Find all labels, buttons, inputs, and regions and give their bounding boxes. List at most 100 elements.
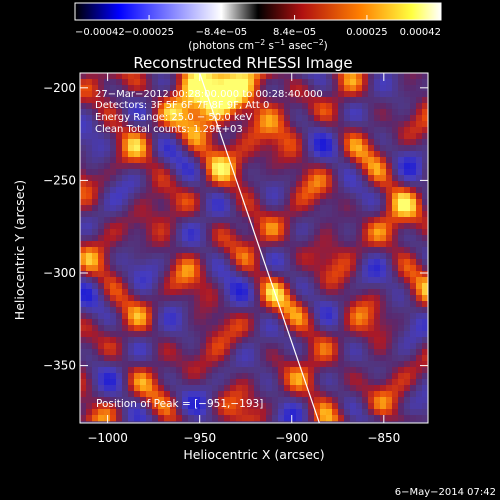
heatmap-cell [194, 259, 201, 266]
heatmap-cell [392, 187, 399, 194]
heatmap-cell [242, 385, 249, 392]
heatmap-cell [152, 199, 159, 206]
heatmap-cell [86, 163, 93, 170]
heatmap-cell [350, 331, 357, 338]
heatmap-cell [134, 355, 141, 362]
heatmap-cell [284, 283, 291, 290]
heatmap-cell [152, 115, 159, 122]
heatmap-cell [344, 379, 351, 386]
heatmap-cell [98, 289, 105, 296]
heatmap-cell [218, 403, 225, 410]
heatmap-cell [410, 379, 417, 386]
heatmap-cell [218, 325, 225, 332]
heatmap-cell [302, 139, 309, 146]
heatmap-cell [356, 301, 363, 308]
heatmap-cell [362, 415, 369, 422]
heatmap-cell [212, 79, 219, 86]
heatmap-cell [212, 277, 219, 284]
heatmap-cell [356, 247, 363, 254]
heatmap-cell [212, 109, 219, 116]
heatmap-cell [86, 271, 93, 278]
heatmap-cell [152, 265, 159, 272]
heatmap-cell [212, 223, 219, 230]
heatmap-cell [350, 127, 357, 134]
heatmap-cell [122, 85, 129, 92]
heatmap-cell [194, 223, 201, 230]
heatmap-cell [98, 91, 105, 98]
heatmap-cell [344, 181, 351, 188]
heatmap-cell [230, 163, 237, 170]
heatmap-cell [398, 115, 405, 122]
heatmap-cell [410, 139, 417, 146]
heatmap-cell [188, 169, 195, 176]
heatmap-cell [98, 319, 105, 326]
heatmap-cell [344, 193, 351, 200]
heatmap-cell [278, 163, 285, 170]
heatmap-cell [98, 397, 105, 404]
heatmap-cell [254, 103, 261, 110]
heatmap-cell [176, 223, 183, 230]
heatmap-cell [164, 121, 171, 128]
heatmap-cell [278, 283, 285, 290]
heatmap-cell [302, 397, 309, 404]
heatmap-cell [416, 355, 423, 362]
heatmap-cell [356, 217, 363, 224]
heatmap-cell [416, 397, 423, 404]
heatmap-cell [212, 331, 219, 338]
heatmap-cell [98, 181, 105, 188]
heatmap-cell [290, 109, 297, 116]
heatmap-cell [170, 331, 177, 338]
colorbar-tick-label: 0.00025 [346, 27, 387, 38]
heatmap-cell [194, 193, 201, 200]
heatmap-cell [128, 151, 135, 158]
heatmap-cell [224, 169, 231, 176]
heatmap-cell [188, 385, 195, 392]
heatmap-cell [272, 325, 279, 332]
heatmap-cell [188, 79, 195, 86]
heatmap-cell [92, 91, 99, 98]
heatmap-cell [266, 85, 273, 92]
heatmap-cell [338, 307, 345, 314]
heatmap-cell [176, 355, 183, 362]
heatmap-cell [218, 127, 225, 134]
heatmap-cell [140, 247, 147, 254]
heatmap-cell [296, 187, 303, 194]
heatmap-cell [302, 403, 309, 410]
heatmap-cell [116, 211, 123, 218]
heatmap-cell [326, 337, 333, 344]
heatmap-cell [80, 349, 87, 356]
heatmap-cell [230, 337, 237, 344]
heatmap-cell [314, 361, 321, 368]
heatmap-cell [98, 349, 105, 356]
heatmap-cell [212, 349, 219, 356]
heatmap-cell [146, 115, 153, 122]
colorbar: −0.00042 −0.00025 −8.4e−05 8.4e−05 0.00025 0.… [74, 2, 442, 52]
heatmap-cell [326, 307, 333, 314]
heatmap-cell [302, 367, 309, 374]
heatmap-cell [278, 271, 285, 278]
heatmap-cell [272, 253, 279, 260]
heatmap-cell [314, 175, 321, 182]
heatmap-cell [410, 373, 417, 380]
heatmap-cell [296, 367, 303, 374]
heatmap-cell [248, 229, 255, 236]
heatmap-cell [134, 265, 141, 272]
heatmap-cell [380, 301, 387, 308]
heatmap-cell [188, 103, 195, 110]
heatmap-cell [374, 415, 381, 422]
heatmap-cell [278, 247, 285, 254]
heatmap-cell [362, 259, 369, 266]
heatmap-cell [332, 157, 339, 164]
heatmap-cell [152, 91, 159, 98]
heatmap-cell [386, 73, 393, 80]
heatmap-cell [398, 409, 405, 416]
heatmap-cell [134, 163, 141, 170]
heatmap-cell [296, 307, 303, 314]
heatmap-cell [260, 271, 267, 278]
heatmap-cell [422, 211, 428, 218]
heatmap-cell [290, 373, 297, 380]
heatmap-cell [368, 373, 375, 380]
heatmap-cell [356, 373, 363, 380]
heatmap-cell [140, 235, 147, 242]
heatmap-cell [338, 187, 345, 194]
